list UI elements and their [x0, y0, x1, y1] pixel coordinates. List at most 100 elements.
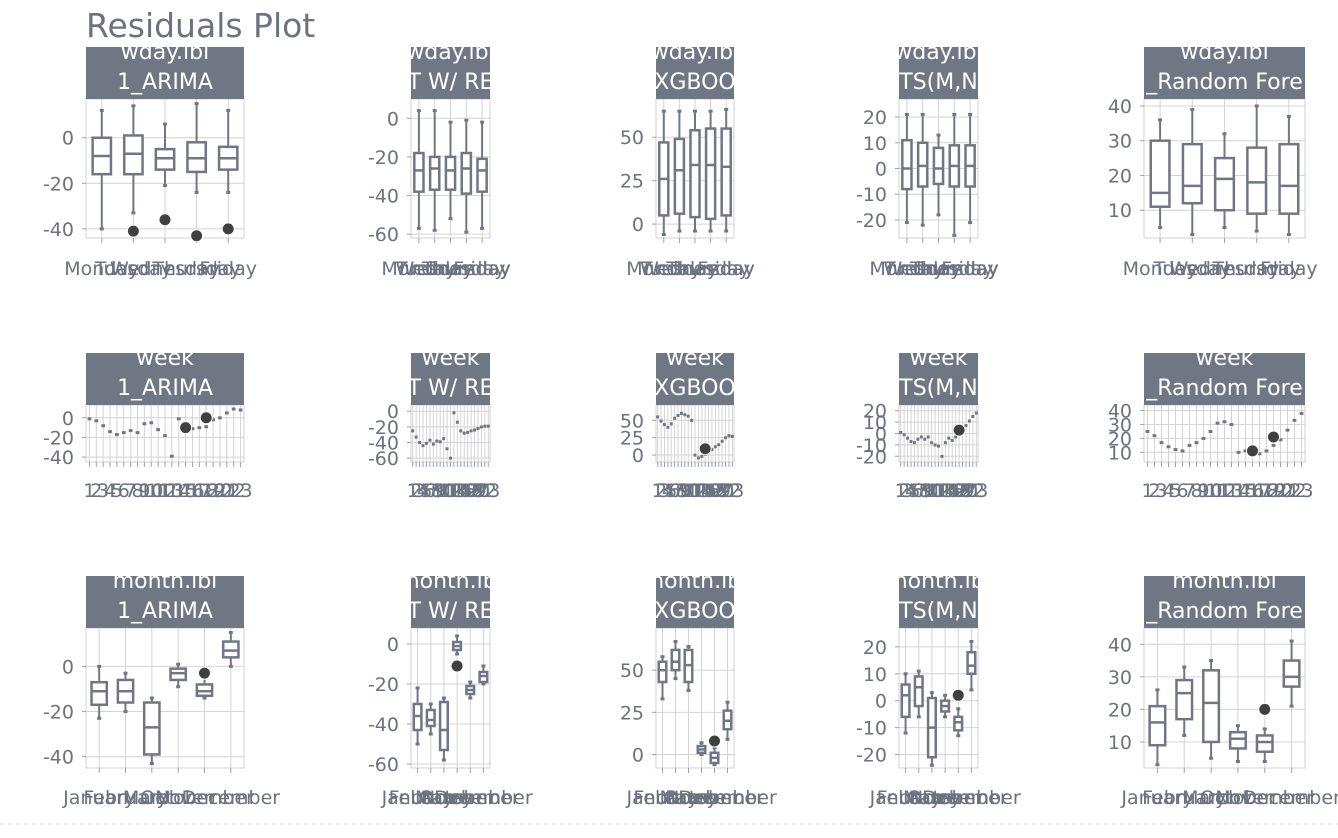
y-tick-label: -40 — [43, 747, 74, 769]
outlier-point — [190, 229, 204, 243]
panel-background — [656, 628, 734, 768]
facet-strip — [86, 47, 244, 99]
x-tick-label: 10 — [676, 480, 700, 502]
x-tick-label: 12 — [153, 480, 177, 502]
x-tick-label: 19 — [707, 480, 731, 502]
week-box — [686, 414, 690, 418]
week-box — [1145, 429, 1150, 433]
facet-strip — [899, 353, 978, 405]
box-February — [670, 639, 681, 681]
week-box — [943, 441, 947, 445]
box-Friday — [964, 112, 976, 225]
box-iqr — [1202, 669, 1221, 744]
week-box — [224, 411, 229, 415]
box-March — [683, 645, 694, 692]
x-tick-label: 3 — [97, 480, 109, 502]
y-tick-label: 50 — [620, 410, 644, 432]
week-box — [135, 431, 140, 435]
week-box — [937, 444, 940, 448]
facet-strip — [411, 353, 490, 405]
box-iqr — [476, 157, 488, 193]
x-tick-label: Wednesday — [110, 258, 220, 280]
week-box — [947, 436, 951, 440]
panel-2-4: month.lbl _Random Fore 40 30 20 10 JanuaryFebr… — [1108, 576, 1338, 809]
week-box — [115, 433, 119, 437]
box-November — [953, 707, 964, 738]
week-box — [1299, 411, 1304, 415]
box-November — [1255, 727, 1274, 763]
x-tick-label: 9 — [434, 480, 446, 502]
x-tick-label: March — [415, 787, 473, 809]
x-tick-label: Wednesday — [395, 258, 505, 280]
week-box — [418, 441, 422, 445]
week-box — [176, 417, 181, 421]
strip-text-group: week XGBOO — [654, 353, 735, 401]
x-tick-label: 12 — [683, 480, 707, 502]
week-box — [1159, 441, 1164, 445]
x-tick-label: October — [419, 787, 495, 809]
x-tick-label: 11 — [680, 480, 704, 502]
facet-strip — [411, 576, 490, 628]
facet-strip — [656, 47, 734, 99]
y-tick-label: 20 — [863, 107, 887, 129]
week-box — [1208, 429, 1213, 433]
x-tick-label: Monday — [1123, 258, 1198, 280]
x-tick-label: October — [907, 787, 983, 809]
week-box — [693, 453, 697, 457]
strip-label: wday.lbl — [651, 40, 740, 65]
y-tick-label: 0 — [62, 408, 74, 430]
box-iqr — [657, 660, 668, 684]
x-tick-label: 3 — [1155, 480, 1167, 502]
box-December — [1282, 639, 1301, 708]
outlier-point — [951, 688, 965, 702]
box-iqr — [444, 155, 457, 191]
box-November — [465, 680, 476, 700]
box-February — [425, 702, 436, 736]
week-box — [923, 437, 927, 441]
week-box — [1173, 448, 1178, 452]
box-iqr — [704, 127, 717, 221]
week-box — [1215, 421, 1220, 425]
box-February — [116, 671, 135, 714]
box-December — [478, 664, 489, 686]
week-box — [683, 413, 687, 417]
facet-strip — [411, 47, 490, 99]
strip-label: month.lbl — [643, 569, 748, 594]
y-tick-label: 0 — [875, 691, 887, 713]
panel-background — [86, 628, 244, 768]
box-iqr — [438, 700, 449, 752]
panel-background — [1144, 628, 1305, 768]
y-tick-label: 10 — [1108, 200, 1132, 222]
x-tick-label: 1 — [652, 480, 664, 502]
x-tick-label: 7 — [672, 480, 684, 502]
x-tick-label: Monday — [869, 258, 944, 280]
week-box — [967, 419, 971, 423]
panel-0-1: wday.lbl T W/ RE 0 -20 -40 -60 MondayTuesdayWe… — [368, 47, 511, 280]
week-box — [899, 430, 903, 434]
x-tick-label: 20 — [954, 480, 978, 502]
x-tick-label: 15 — [937, 480, 961, 502]
x-tick-label: Friday — [199, 258, 257, 280]
x-tick-label: 4 — [104, 480, 116, 502]
week-box — [421, 444, 425, 448]
x-tick-label: 3 — [414, 480, 426, 502]
x-tick-label: 17 — [1247, 480, 1271, 502]
week-box — [94, 419, 99, 423]
x-tick-label: 4 — [905, 480, 917, 502]
x-tick-label: Friday — [941, 258, 999, 280]
y-tick-label: 25 — [620, 428, 644, 450]
x-tick-label: 2 — [898, 480, 910, 502]
week-box — [1278, 438, 1283, 442]
strip-label: week — [136, 346, 194, 371]
x-tick-label: 2 — [410, 480, 422, 502]
x-tick-label: Thursday — [1212, 258, 1301, 280]
panel-0-4: wday.lbl _Random Fore 40 30 20 10 MondayTuesda… — [1108, 47, 1318, 280]
box-iqr — [428, 155, 441, 191]
strip-label: _Random Fore — [1145, 70, 1303, 95]
y-tick-label: 50 — [620, 127, 644, 149]
x-tick-label: 3 — [902, 480, 914, 502]
x-tick-label: 5 — [665, 480, 677, 502]
y-tick-label: -20 — [856, 446, 887, 468]
x-tick-label: 13 — [930, 480, 954, 502]
strip-label: XGBOO — [654, 70, 735, 95]
